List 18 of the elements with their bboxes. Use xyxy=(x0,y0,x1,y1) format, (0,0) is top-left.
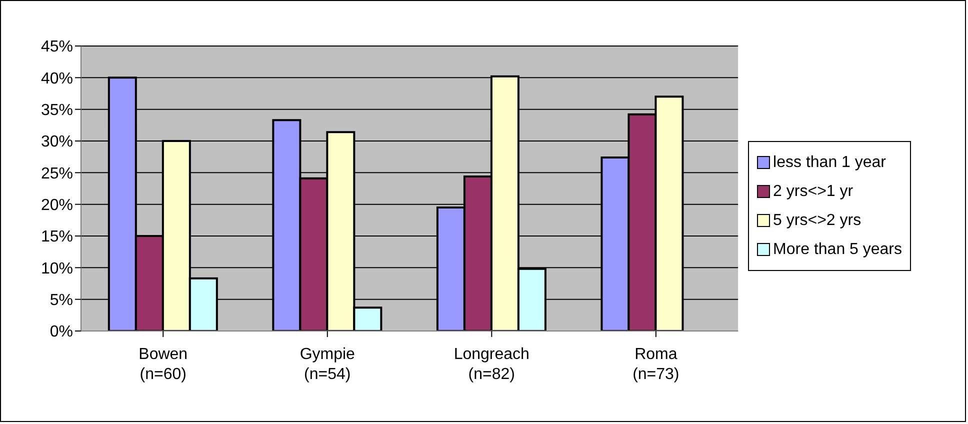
y-tick-label: 25% xyxy=(40,165,73,182)
legend-label: More than 5 years xyxy=(773,240,902,258)
y-tick-label: 40% xyxy=(40,70,73,88)
x-tick-label: Roma (n=73) xyxy=(632,346,680,383)
y-tick-label: 30% xyxy=(40,134,73,151)
y-tick-label: 45% xyxy=(40,38,73,56)
x-tick-label: Bowen (n=60) xyxy=(138,346,188,383)
x-tick-label: Longreach (n=82) xyxy=(454,346,530,383)
y-tick-label: 0% xyxy=(50,324,73,341)
x-tick-label: Gympie (n=54) xyxy=(300,346,356,383)
y-tick-label: 5% xyxy=(50,292,73,310)
y-tick-label: 10% xyxy=(40,260,73,278)
legend-label: 2 yrs<>1 yr xyxy=(773,182,854,200)
y-tick-label: 15% xyxy=(40,228,73,246)
legend-label: 5 yrs<>2 yrs xyxy=(773,212,862,230)
y-tick-label: 20% xyxy=(40,197,73,214)
y-tick-label: 35% xyxy=(40,102,73,120)
legend-label: less than 1 year xyxy=(773,154,886,172)
